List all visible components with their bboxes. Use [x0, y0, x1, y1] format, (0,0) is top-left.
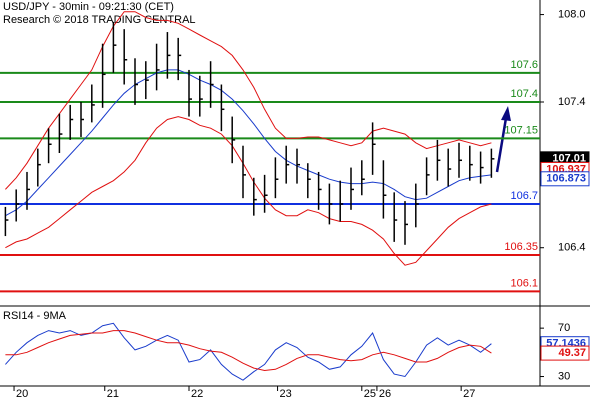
x-tick-label: 21 — [107, 388, 119, 400]
indicator-line — [5, 330, 492, 372]
price-box — [540, 171, 590, 187]
level-label: 107.6 — [510, 59, 538, 71]
y-tick-label: 70 — [558, 322, 570, 334]
rsi-title: RSI14 - 9MA — [3, 310, 67, 322]
x-tick-label: 26 — [379, 388, 391, 400]
price-box — [540, 345, 590, 361]
y-tick-label: 108.0 — [558, 8, 586, 20]
x-tick-label: 27 — [463, 388, 475, 400]
x-tick-label: 23 — [280, 388, 292, 400]
level-label: 106.1 — [510, 277, 538, 289]
indicator-line — [5, 116, 492, 266]
indicator-line — [5, 11, 492, 190]
chart-subtitle: Research © 2018 TRADING CENTRAL — [3, 14, 196, 26]
indicator-line — [5, 322, 492, 381]
level-label: 106.35 — [504, 241, 538, 253]
y-tick-label: 30 — [558, 370, 570, 382]
price-box-label: 106.873 — [546, 173, 586, 185]
level-label: 107.15 — [504, 124, 538, 136]
x-tick-label: 22 — [191, 388, 203, 400]
chart-title: USD/JPY - 30min - 09:21:30 (CET) — [3, 1, 174, 13]
price-box-label: 107.01 — [552, 153, 586, 165]
forecast-arrow — [495, 106, 511, 173]
x-tick-label: 25 — [364, 388, 376, 400]
x-tick-label: 20 — [16, 388, 28, 400]
y-tick-label: 106.4 — [558, 242, 586, 254]
level-label: 106.7 — [510, 190, 538, 202]
indicator-line — [5, 69, 492, 217]
level-label: 107.4 — [510, 88, 538, 100]
y-tick-label: 107.4 — [558, 96, 586, 108]
price-box-label: 49.37 — [558, 347, 586, 359]
